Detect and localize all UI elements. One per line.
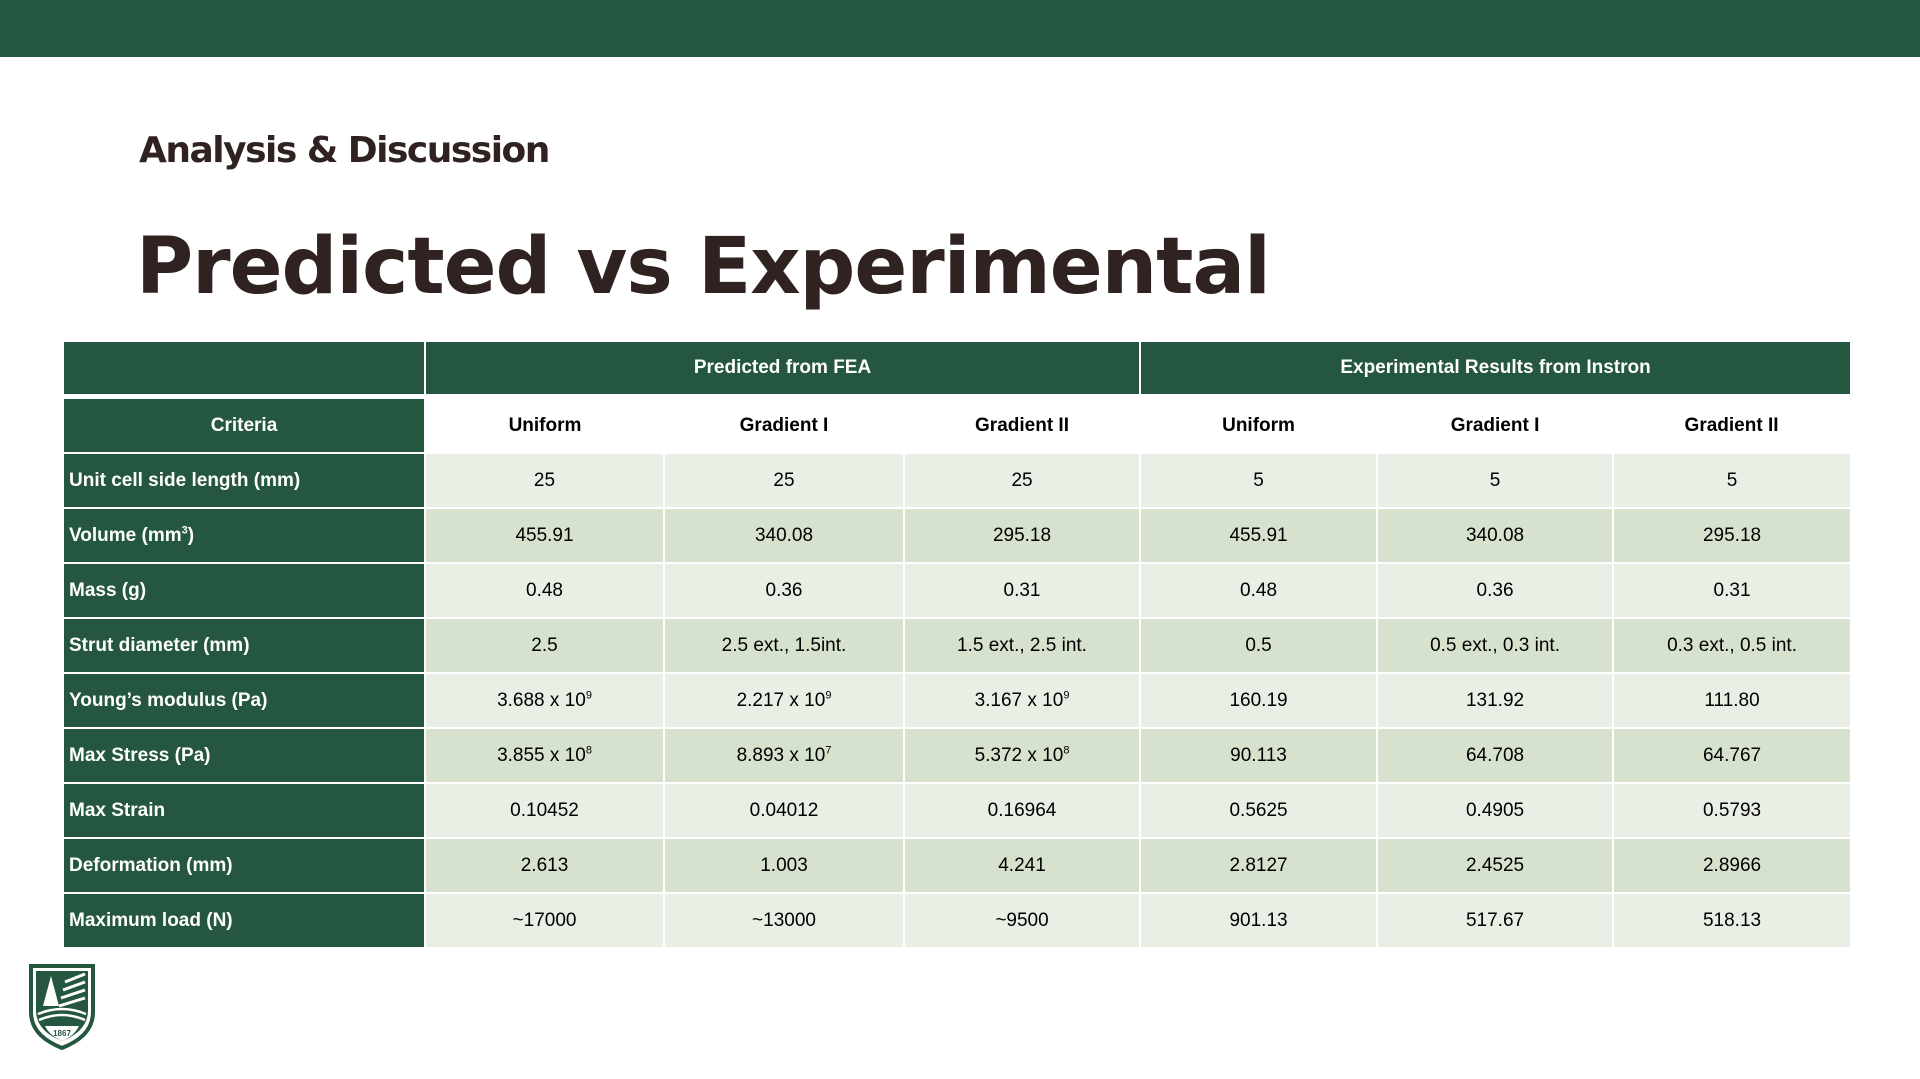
column-header-row: Criteria Uniform Gradient I Gradient II … bbox=[64, 394, 1851, 453]
table-cell: 0.10452 bbox=[424, 782, 664, 838]
criteria-header: Criteria bbox=[64, 394, 426, 453]
table-cell: 2.217 x 109 bbox=[663, 672, 904, 728]
table-cell: 0.4905 bbox=[1376, 782, 1614, 838]
table-cell: 340.08 bbox=[663, 507, 904, 563]
row-label: Young’s modulus (Pa) bbox=[64, 672, 425, 728]
table-cell: 517.67 bbox=[1376, 892, 1614, 947]
group-header-row: Predicted from FEA Experimental Results … bbox=[64, 342, 1851, 397]
table-cell: 0.5 bbox=[1139, 617, 1378, 673]
table-cell: 5 bbox=[1376, 452, 1614, 508]
table-cell: 295.18 bbox=[902, 507, 1141, 563]
comparison-table: Predicted from FEA Experimental Results … bbox=[64, 342, 1851, 947]
row-label: Strut diameter (mm) bbox=[64, 617, 425, 673]
row-label: Max Strain bbox=[64, 782, 425, 838]
table-cell: 5.372 x 108 bbox=[902, 727, 1141, 783]
slide-title: Predicted vs Experimental bbox=[136, 222, 1271, 312]
table-cell: 0.48 bbox=[424, 562, 664, 618]
table-cell: 90.113 bbox=[1139, 727, 1378, 783]
group-header-experimental: Experimental Results from Instron bbox=[1140, 342, 1851, 397]
table-cell: 3.688 x 109 bbox=[424, 672, 664, 728]
table-cell: 64.767 bbox=[1612, 727, 1851, 783]
table-cell: 111.80 bbox=[1612, 672, 1851, 728]
table-cell: 2.5 ext., 1.5int. bbox=[663, 617, 904, 673]
table-cell: 0.36 bbox=[663, 562, 904, 618]
table-cell: 901.13 bbox=[1139, 892, 1378, 947]
top-banner bbox=[0, 0, 1920, 57]
table-cell: 518.13 bbox=[1612, 892, 1851, 947]
table-cell: 0.5 ext., 0.3 int. bbox=[1376, 617, 1614, 673]
table-cell: 0.36 bbox=[1376, 562, 1614, 618]
row-label: Max Stress (Pa) bbox=[64, 727, 425, 783]
table-cell: 0.31 bbox=[1612, 562, 1851, 618]
column-header: Uniform bbox=[425, 394, 664, 453]
table-cell: 0.31 bbox=[902, 562, 1141, 618]
table-cell: 1.003 bbox=[663, 837, 904, 893]
table-cell: 2.4525 bbox=[1376, 837, 1614, 893]
table-cell: 131.92 bbox=[1376, 672, 1614, 728]
column-header: Uniform bbox=[1140, 394, 1378, 453]
table-cell: 2.613 bbox=[424, 837, 664, 893]
column-header: Gradient I bbox=[1377, 394, 1614, 453]
table-cell: 25 bbox=[902, 452, 1141, 508]
column-header: Gradient II bbox=[1613, 394, 1851, 453]
table-cell: 64.708 bbox=[1376, 727, 1614, 783]
row-label: Unit cell side length (mm) bbox=[64, 452, 425, 508]
table-cell: 160.19 bbox=[1139, 672, 1378, 728]
section-label: Analysis & Discussion bbox=[139, 130, 550, 171]
table-cell: 455.91 bbox=[424, 507, 664, 563]
table-cell: 4.241 bbox=[902, 837, 1141, 893]
table-cell: 0.04012 bbox=[663, 782, 904, 838]
group-header-empty bbox=[64, 342, 425, 397]
table-cell: 0.5793 bbox=[1612, 782, 1851, 838]
table-cell: 8.893 x 107 bbox=[663, 727, 904, 783]
university-crest-logo: 1867 bbox=[29, 964, 95, 1050]
table-cell: 2.8127 bbox=[1139, 837, 1378, 893]
table-cell: ~17000 bbox=[424, 892, 664, 947]
table-cell: ~13000 bbox=[663, 892, 904, 947]
table-row: Unit cell side length (mm) 25 25 25 5 5 5 bbox=[64, 452, 1851, 508]
table-cell: 295.18 bbox=[1612, 507, 1851, 563]
table-cell: 340.08 bbox=[1376, 507, 1614, 563]
table-cell: 5 bbox=[1139, 452, 1378, 508]
table-cell: 455.91 bbox=[1139, 507, 1378, 563]
column-header: Gradient II bbox=[904, 394, 1141, 453]
table-cell: 0.3 ext., 0.5 int. bbox=[1612, 617, 1851, 673]
group-header-predicted: Predicted from FEA bbox=[423, 342, 1142, 397]
row-label: Volume (mm3) bbox=[64, 507, 425, 563]
row-label: Mass (g) bbox=[64, 562, 425, 618]
table-cell: 2.8966 bbox=[1612, 837, 1851, 893]
table-cell: 1.5 ext., 2.5 int. bbox=[902, 617, 1141, 673]
row-label: Maximum load (N) bbox=[64, 892, 425, 947]
table-cell: 0.16964 bbox=[902, 782, 1141, 838]
crest-year: 1867 bbox=[53, 1029, 71, 1038]
table-row: Maximum load (N) ~17000 ~13000 ~9500 901.13 5… bbox=[64, 892, 1851, 947]
table-row: Deformation (mm) 2.613 1.003 4.241 2.8127 2.4… bbox=[64, 837, 1851, 893]
column-header: Gradient I bbox=[664, 394, 904, 453]
table-cell: 25 bbox=[663, 452, 904, 508]
table-row: Young’s modulus (Pa) 3.688 x 109 2.217 x 1… bbox=[64, 672, 1851, 728]
table-cell: 3.855 x 108 bbox=[424, 727, 664, 783]
table-cell: ~9500 bbox=[902, 892, 1141, 947]
table-cell: 5 bbox=[1612, 452, 1851, 508]
table-cell: 3.167 x 109 bbox=[902, 672, 1141, 728]
table-cell: 0.48 bbox=[1139, 562, 1378, 618]
table-row: Max Stress (Pa) 3.855 x 108 8.893 x 107 5.3… bbox=[64, 727, 1851, 783]
table-row: Volume (mm3) 455.91 340.08 295.18 455.91 340.… bbox=[64, 507, 1851, 563]
table-cell: 2.5 bbox=[424, 617, 664, 673]
table-cell: 0.5625 bbox=[1139, 782, 1378, 838]
table-row: Strut diameter (mm) 2.5 2.5 ext., 1.5int. 1… bbox=[64, 617, 1851, 673]
table-row: Mass (g) 0.48 0.36 0.31 0.48 0.36 0.31 bbox=[64, 562, 1851, 618]
table-cell: 25 bbox=[424, 452, 664, 508]
table-row: Max Strain 0.10452 0.04012 0.16964 0.5625 0.4… bbox=[64, 782, 1851, 838]
row-label: Deformation (mm) bbox=[64, 837, 425, 893]
